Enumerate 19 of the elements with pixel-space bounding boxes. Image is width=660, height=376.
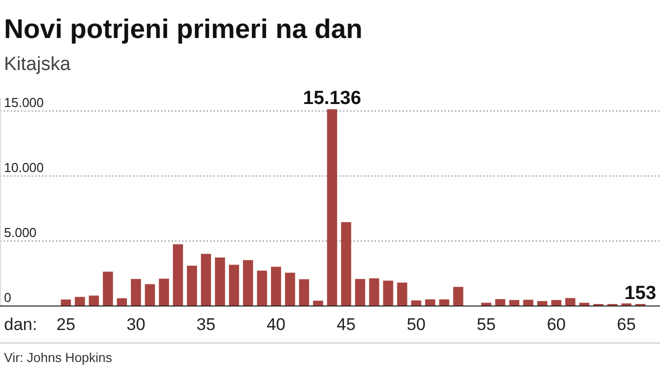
x-tick-label: 50 <box>406 315 426 334</box>
text: Vir: Johns Hopkins <box>4 350 113 365</box>
x-tick-label: 65 <box>616 315 636 334</box>
y-tick-label: 10.000 <box>4 160 44 175</box>
chart-subtitle: Kitajska <box>4 54 71 75</box>
x-tick-label: 25 <box>56 315 76 334</box>
x-tick-label: 40 <box>266 315 286 334</box>
x-tick-label: 60 <box>546 315 566 334</box>
x-tick-label: 30 <box>126 315 146 334</box>
x-tick-label: 45 <box>336 315 356 334</box>
x-tick-label: 55 <box>476 315 496 334</box>
chart-title: Novi potrjeni primeri na dan <box>4 14 363 44</box>
y-tick-label: 15.000 <box>4 95 44 110</box>
y-tick-label: 0 <box>4 290 12 305</box>
x-tick-label: 35 <box>196 315 216 334</box>
y-tick-label: 5.000 <box>4 225 37 240</box>
data-label: 15.136 <box>303 88 362 110</box>
data-label: 153 <box>624 283 656 304</box>
x-axis-title: dan: <box>4 315 38 334</box>
